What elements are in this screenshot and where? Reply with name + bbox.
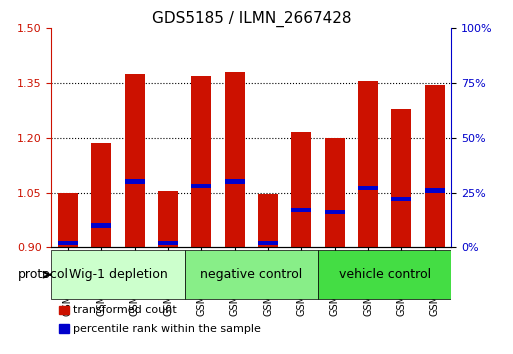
Bar: [91, 143, 111, 247]
FancyBboxPatch shape: [51, 250, 185, 299]
Text: protocol: protocol: [18, 268, 69, 281]
Bar: [191, 184, 211, 188]
Bar: [60, 306, 69, 314]
Bar: [125, 74, 145, 247]
Bar: [158, 241, 178, 245]
Bar: [391, 109, 411, 247]
FancyBboxPatch shape: [318, 250, 451, 299]
Bar: [425, 85, 445, 247]
Bar: [291, 132, 311, 247]
Bar: [325, 138, 345, 247]
FancyBboxPatch shape: [185, 250, 318, 299]
Bar: [58, 193, 78, 247]
Bar: [291, 208, 311, 212]
Text: negative control: negative control: [200, 268, 303, 281]
Bar: [325, 210, 345, 215]
Bar: [158, 191, 178, 247]
Bar: [60, 324, 69, 333]
Title: GDS5185 / ILMN_2667428: GDS5185 / ILMN_2667428: [152, 11, 351, 27]
Bar: [358, 81, 378, 247]
Text: Wig-1 depletion: Wig-1 depletion: [69, 268, 167, 281]
Bar: [91, 223, 111, 228]
Text: percentile rank within the sample: percentile rank within the sample: [73, 324, 261, 334]
Bar: [391, 197, 411, 201]
Bar: [125, 179, 145, 184]
Bar: [258, 194, 278, 247]
Bar: [258, 241, 278, 245]
Bar: [191, 76, 211, 247]
Bar: [225, 72, 245, 247]
Text: vehicle control: vehicle control: [339, 268, 431, 281]
Bar: [358, 186, 378, 190]
Text: transformed count: transformed count: [73, 305, 177, 315]
Bar: [58, 241, 78, 245]
Bar: [425, 188, 445, 193]
Bar: [225, 179, 245, 184]
